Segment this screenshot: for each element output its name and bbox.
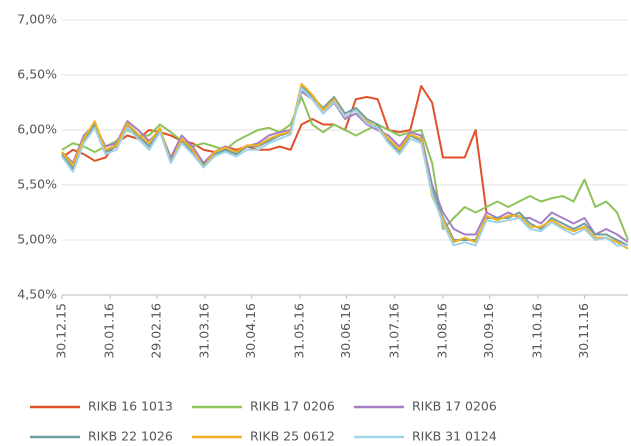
x-tick-label: 30.12.15 [54,303,69,359]
x-tick-label: 31.08.16 [434,303,449,359]
legend-label: RIKB 16 1013 [88,399,173,414]
x-tick-label: 30.01.16 [102,303,117,359]
series-line [61,87,628,247]
x-tick-label: 31.10.16 [529,303,544,359]
legend-label: RIKB 31 0124 [412,429,497,444]
x-tick-label: 30.09.16 [481,303,496,359]
legend-label: RIKB 17 0206 [250,399,335,414]
y-tick-label: 7,00% [17,12,57,27]
x-tick-label: 30.04.16 [243,303,258,359]
x-tick-label: 30.06.16 [338,303,353,359]
y-tick-label: 6,50% [17,67,57,82]
series-line [61,82,629,250]
series-line [61,85,629,247]
y-tick-label: 6,00% [17,122,57,137]
x-tick-label: 31.07.16 [386,303,401,359]
series-line [61,85,488,213]
series-line [61,96,629,241]
legend-label: RIKB 17 0206 [412,399,497,414]
x-tick-label: 31.03.16 [197,303,212,359]
x-tick-label: 30.11.16 [576,303,591,359]
y-tick-label: 5,50% [17,177,57,192]
x-tick-label: 31.05.16 [291,303,306,359]
legend-label: RIKB 22 1026 [88,429,173,444]
x-tick-label: 29.02.16 [148,303,163,359]
y-tick-label: 5,00% [17,232,57,247]
y-tick-label: 4,50% [17,287,57,302]
legend-label: RIKB 25 0612 [250,429,335,444]
